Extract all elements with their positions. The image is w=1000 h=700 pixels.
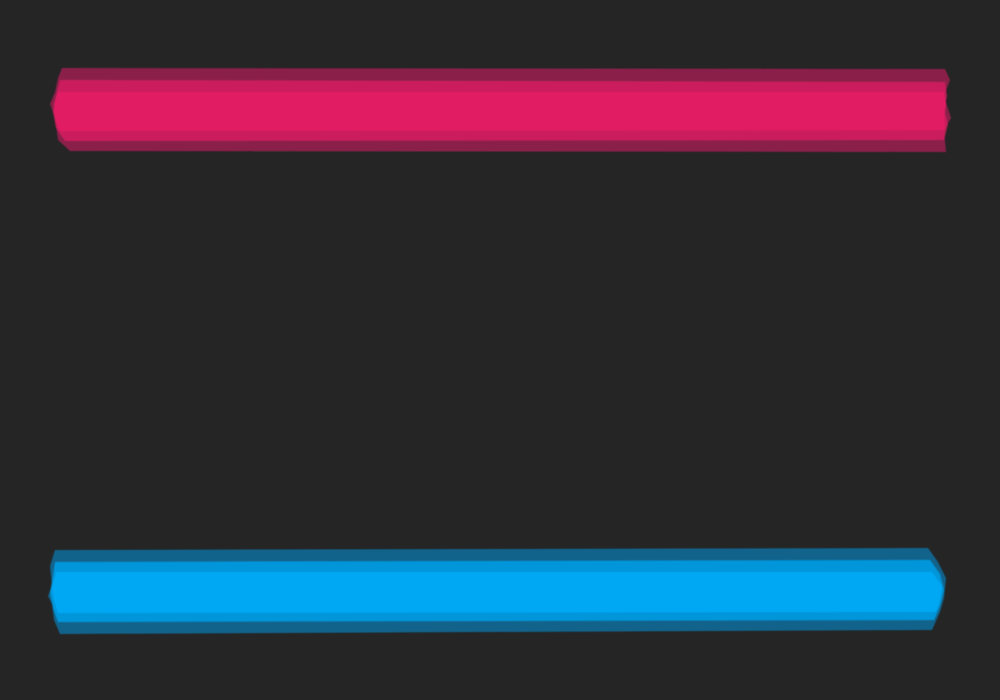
- blue-stroke-core: [52, 572, 942, 613]
- blue-brush-stroke: [48, 548, 946, 634]
- pink-stroke-core: [54, 92, 946, 131]
- pink-brush-stroke: [50, 68, 951, 152]
